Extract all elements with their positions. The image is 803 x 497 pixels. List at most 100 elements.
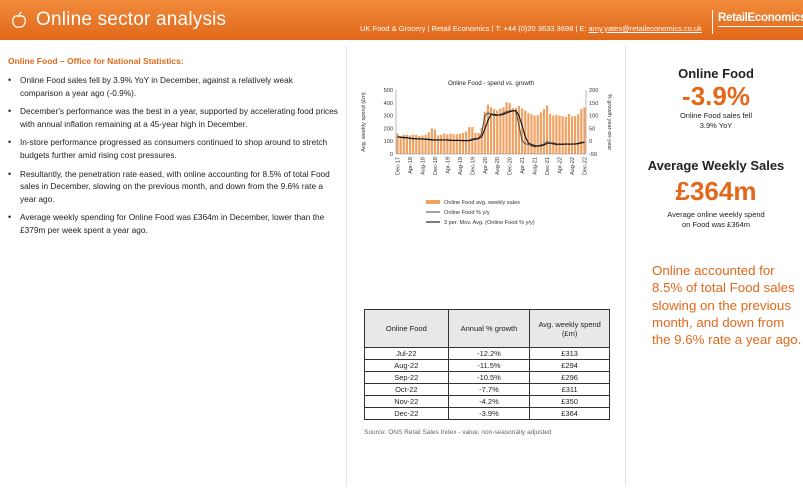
x-tick-label: Dec-21 [545, 157, 551, 175]
bullet-item: Average weekly spending for Online Food … [8, 211, 338, 236]
y-tick-label: 0 [390, 152, 393, 158]
company-logo: RetailEconomics [718, 12, 803, 27]
column-divider-left [346, 46, 347, 486]
x-tick-label: Apr-20 [483, 157, 489, 174]
bar-Sep-22 [574, 116, 577, 154]
bar-Jun-18 [415, 134, 418, 154]
table-cell: Oct-22 [364, 383, 449, 396]
kpi-online-food-value: -3.9% [682, 81, 750, 111]
contact-info: UK Food & Grocery | Retail Economics | T… [360, 24, 702, 33]
kpi-panel: Online Food -3.9% Online Food sales fell… [636, 66, 796, 230]
y2-tick-label: 100 [589, 114, 598, 120]
bar-Jun-21 [527, 113, 530, 154]
bar-Mar-22 [555, 114, 558, 154]
table-row: Jul-22 -12.2% £313 [364, 347, 610, 360]
x-tick-label: Dec-19 [470, 157, 476, 175]
table-row: Aug-22 -11.5% £294 [364, 359, 610, 372]
chart-title: Online Food - spend vs. growth [448, 80, 535, 87]
bar-Dec-20 [508, 102, 511, 154]
email-link[interactable]: amy.yates@retaileconomics.co.uk [588, 24, 702, 33]
y-tick-label: 100 [384, 139, 393, 145]
bar-Jun-19 [452, 134, 455, 154]
bar-Jan-19 [436, 135, 440, 154]
bar-Jul-18 [418, 136, 421, 154]
table-cell: Aug-22 [364, 359, 449, 372]
bar-Dec-18 [433, 129, 437, 154]
table-cell: £311 [529, 383, 610, 396]
bar-Oct-19 [464, 131, 468, 154]
kpi-weekly-sales-sub: Average online weekly spend [667, 210, 765, 219]
table-cell: Sep-22 [364, 371, 449, 384]
x-tick-label: Dec-22 [582, 157, 588, 175]
bullet-item: In-store performance progressed as consu… [8, 136, 338, 161]
bar-Oct-22 [577, 114, 580, 154]
bar-Aug-20 [496, 110, 499, 154]
bar-Jul-22 [567, 113, 570, 154]
bar-Oct-20 [502, 107, 505, 154]
bar-Apr-22 [558, 115, 561, 154]
x-tick-label: Dec-18 [433, 157, 439, 175]
kpi-online-food-title: Online Food [678, 66, 754, 81]
bullet-item: Online Food sales fell by 3.9% YoY in De… [8, 74, 338, 99]
bar-Mar-18 [405, 134, 408, 154]
bar-Feb-18 [402, 134, 405, 154]
bar-Dec-21 [545, 105, 549, 154]
table-cell: £350 [529, 395, 610, 408]
table-row: Nov-22 -4.2% £350 [364, 395, 610, 408]
bar-Nov-18 [430, 128, 433, 154]
bar-Jan-18 [399, 136, 402, 154]
x-tick-label: Apr-21 [520, 157, 526, 174]
bar-Oct-18 [427, 132, 430, 154]
bar-Jan-20 [474, 132, 477, 154]
bar-Dec-17 [396, 133, 399, 154]
source-note: Source: ONS Retail Sales Index - value, … [364, 429, 552, 436]
y2-tick-label: 200 [589, 88, 598, 94]
bar-Apr-20 [483, 111, 486, 154]
x-tick-label: Aug-22 [570, 157, 576, 175]
bar-Sep-19 [461, 132, 465, 154]
bar-May-19 [449, 133, 452, 154]
bar-Jul-19 [455, 134, 458, 154]
bar-Apr-19 [446, 134, 449, 154]
series-line-moving-average [397, 110, 585, 147]
table-header: Avg. weekly spend (£m) [529, 309, 610, 348]
bar-Jul-20 [493, 109, 496, 154]
bar-Feb-20 [477, 132, 480, 154]
bar-Aug-19 [458, 133, 461, 154]
y2-tick-label: 0 [589, 139, 592, 145]
x-tick-label: Apr-22 [558, 157, 564, 174]
table-cell: Nov-22 [364, 395, 449, 408]
table-cell: -11.5% [447, 359, 531, 372]
bar-Apr-21 [521, 108, 524, 154]
bar-Mar-19 [443, 133, 446, 154]
bullet-item: Resultantly, the penetration rate eased,… [8, 168, 338, 206]
y2-tick-label: 150 [589, 101, 598, 107]
chart-svg: Online Food - spend vs. growth 0 100 200 300… [361, 80, 612, 226]
table-row: Oct-22 -7.7% £311 [364, 383, 610, 396]
bar-Jun-22 [564, 116, 567, 154]
y-tick-label: 400 [384, 101, 393, 107]
bar-Sep-21 [536, 114, 539, 154]
commentary-panel: Online Food – Office for National Statis… [8, 56, 338, 243]
x-tick-label: Dec-17 [396, 157, 402, 175]
contact-text: UK Food & Grocery | Retail Economics | T… [360, 24, 589, 33]
header-banner: Online sector analysis UK Food & Grocery… [0, 0, 803, 40]
penetration-callout: Online accounted for 8.5% of total Food … [652, 263, 802, 348]
apple-icon [12, 11, 26, 28]
column-divider-right [625, 46, 626, 486]
x-tick-label: Aug-19 [458, 157, 464, 175]
y-tick-label: 300 [384, 114, 393, 120]
bar-Apr-18 [408, 135, 412, 154]
table-cell: -7.7% [447, 383, 531, 396]
bar-Mar-20 [480, 127, 483, 154]
y2-tick-label: -50 [589, 152, 597, 158]
table-header: Annual % growth [447, 309, 531, 348]
kpi-online-food-sub: Online Food sales fell [679, 111, 753, 120]
table-header: Online Food [364, 309, 449, 348]
bar-May-18 [412, 134, 415, 154]
page-title: Online sector analysis [36, 9, 227, 30]
bar-Jun-20 [489, 107, 493, 154]
bar-Nov-22 [580, 109, 583, 154]
bar-Dec-19 [471, 127, 474, 154]
x-tick-label: Aug-18 [420, 157, 426, 175]
